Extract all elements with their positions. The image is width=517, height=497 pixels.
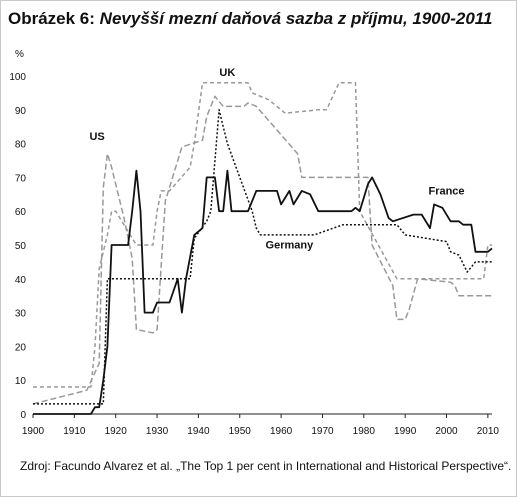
y-tick-label: 80 [15,140,27,151]
series-line-germany [33,109,492,405]
y-tick-label: 100 [9,72,26,83]
y-tick-label: 70 [15,173,27,184]
series-lines [32,82,493,415]
series-label-germany: Germany [266,239,315,251]
figure-title: Obrázek 6: Nevyšší mezní daňová sazba z … [8,9,492,29]
series-line-france [33,169,493,415]
x-tick-label: 1950 [229,426,252,437]
y-tick-label: 50 [15,241,27,252]
series-line-us [32,95,492,405]
series-label-france: France [428,185,464,197]
series-label-uk: UK [219,67,235,79]
x-tick-label: 1920 [105,426,128,437]
x-tick-label: 1980 [353,426,376,437]
x-tick-label: 1960 [270,426,293,437]
series-line-uk [33,82,492,388]
source-note: Zdroj: Facundo Alvarez et al. „The Top 1… [20,459,512,473]
x-tick-label: 1970 [311,426,334,437]
figure-title-prefix: Obrázek 6: [8,9,95,28]
series-label-us: US [89,131,104,143]
x-tick-label: 2010 [477,426,500,437]
x-tick-label: 2000 [435,426,458,437]
x-tick-label: 1930 [146,426,169,437]
axes: 1900 1910 1920 1930 1940 1950 1960 1970 1980 1990… [9,72,499,437]
x-tick-label: 1940 [187,426,210,437]
y-tick-label: 90 [15,106,27,117]
y-tick-label: 30 [15,309,27,320]
y-tick-label: 0 [20,410,26,421]
y-tick-label: 40 [15,275,27,286]
y-axis-unit: % [15,49,24,60]
figure-title-text: Nevyšší mezní daňová sazba z příjmu, 190… [99,9,493,28]
x-tick-label: 1900 [22,426,45,437]
y-tick-label: 10 [15,376,27,387]
x-tick-label: 1910 [63,426,86,437]
x-tick-label: 1990 [394,426,417,437]
y-tick-label: 60 [15,207,27,218]
series-labels: US UK France Germany [89,67,464,251]
y-tick-label: 20 [15,342,27,353]
